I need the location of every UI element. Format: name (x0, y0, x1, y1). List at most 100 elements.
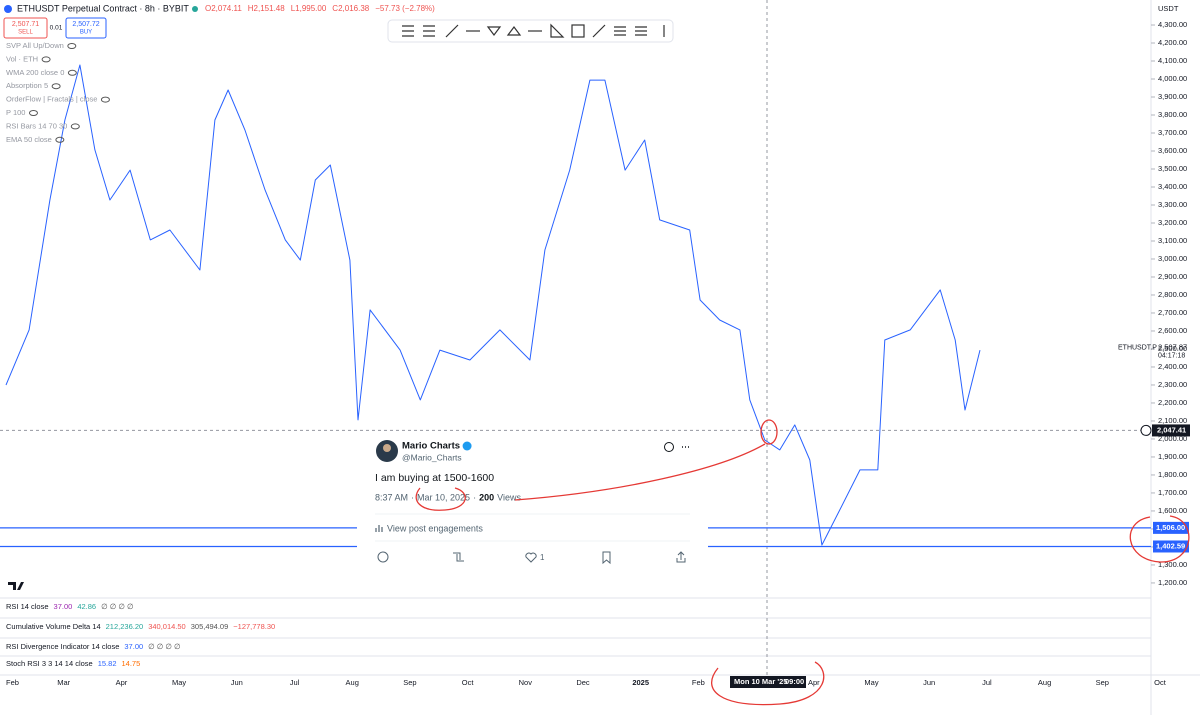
time-tick-label: Jun (231, 678, 243, 687)
price-tick-label: 2,500.00 (1158, 344, 1187, 353)
indicator-label: SVP All Up/Down (6, 41, 64, 50)
pane-title: Cumulative Volume Delta 14 (6, 622, 101, 631)
annotation-arrow (514, 443, 766, 501)
crosshair-price-box (1152, 424, 1190, 437)
indicator-label: Absorption 5 (6, 81, 48, 90)
annotation-circle (1129, 515, 1190, 563)
visibility-icon[interactable] (51, 83, 61, 90)
tool-icon[interactable] (592, 24, 606, 38)
last-price-label: 2,507.87 (1158, 343, 1187, 352)
tweet-meta: Views (497, 492, 521, 502)
logo (8, 582, 24, 590)
engagements-link[interactable]: View post engagements (387, 523, 483, 533)
visibility-icon[interactable] (100, 96, 110, 103)
share-icon[interactable] (676, 551, 686, 563)
visibility-icon[interactable] (55, 136, 65, 143)
countdown-label: 04:17:18 (1158, 352, 1185, 359)
pane-title: RSI 14 close (6, 602, 49, 611)
price-tick-label: 2,200.00 (1158, 398, 1187, 407)
tool-icon[interactable] (445, 24, 459, 38)
tool-icon[interactable] (550, 23, 565, 38)
sell-price: 2,507.71 (12, 21, 39, 28)
level-label-box (1153, 521, 1189, 534)
visibility-icon[interactable] (67, 43, 77, 49)
level-label-box (1153, 540, 1189, 553)
engagement-icon (375, 525, 383, 532)
visibility-icon[interactable] (28, 110, 38, 116)
pane-value: 37.00 (54, 602, 73, 611)
tweet-text: I am buying at 1500-1600 (375, 472, 494, 484)
time-tick-label: Feb (6, 678, 19, 687)
time-tick-label: Dec (576, 678, 590, 687)
pane-value: ∅ ∅ ∅ ∅ (148, 642, 181, 651)
time-tick-label: Mar (57, 678, 70, 687)
tweet-card: Mario Charts@Mario_Charts I am buying at … (366, 433, 697, 573)
price-tick-label: 2,900.00 (1158, 272, 1187, 281)
tweet-meta: · (411, 492, 414, 502)
buy-price: 2,507.72 (72, 21, 99, 28)
symbol-label: ETHUSDT.P (1118, 344, 1157, 351)
bookmark-icon[interactable] (602, 551, 611, 565)
sell-button[interactable] (3, 17, 48, 39)
indicator-label: RSI Bars 14 70 30 (6, 121, 67, 130)
price-tick-label: 3,000.00 (1158, 254, 1187, 263)
price-tick-label: 3,500.00 (1158, 164, 1187, 173)
grok-icon[interactable] (664, 442, 674, 452)
tweet-meta: 8:37 AM (375, 492, 408, 502)
time-tick-label: Jul (982, 678, 992, 687)
price-tick-label: 3,900.00 (1158, 92, 1187, 101)
tool-icon[interactable] (486, 26, 502, 36)
like-icon[interactable] (525, 552, 537, 563)
price-tick-label: 2,300.00 (1158, 380, 1187, 389)
price-tick-label: 3,400.00 (1158, 182, 1187, 191)
tweet-meta: 200 (479, 492, 494, 502)
price-tick-label: 2,400.00 (1158, 362, 1187, 371)
reply-icon[interactable] (377, 551, 389, 563)
verified-badge (462, 441, 472, 451)
time-tick-label: Feb (692, 678, 705, 687)
tweet-meta: Mar 10, 2025 (417, 492, 470, 502)
time-tick-label: 2025 (632, 678, 649, 687)
level-label: 1,506.00 (1156, 523, 1185, 532)
status-dot (192, 6, 198, 12)
price-line (5, 64, 981, 546)
repost-icon[interactable] (453, 552, 464, 562)
tool-icon[interactable] (571, 24, 585, 38)
pane-value: 305,494.09 (191, 622, 229, 631)
red-annotations (415, 419, 1190, 706)
annotation-circle (711, 661, 825, 706)
price-tick-label: 1,900.00 (1158, 452, 1187, 461)
pane-title: RSI Divergence Indicator 14 close (6, 642, 119, 651)
pane-value: 15.82 (98, 659, 117, 668)
visibility-icon[interactable] (41, 56, 51, 63)
price-tick-label: 3,200.00 (1158, 218, 1187, 227)
ohlc-value: H2,151.48 (248, 4, 285, 13)
tool-icon[interactable] (423, 25, 435, 37)
tool-icon[interactable] (635, 26, 647, 36)
visibility-icon[interactable] (70, 123, 80, 130)
time-tick-label: May (172, 678, 186, 687)
time-tick-label: Apr (808, 678, 820, 687)
price-tick-label: 3,300.00 (1158, 200, 1187, 209)
like-count: 1 (540, 553, 545, 562)
pane-title: Stoch RSI 3 3 14 14 close (6, 659, 93, 668)
tool-icon[interactable] (506, 26, 522, 36)
crosshair-time-box (730, 676, 806, 688)
time-tick-label: Oct (1154, 678, 1167, 687)
ohlc-value: C2,016.38 (332, 4, 369, 13)
visibility-icon[interactable] (67, 69, 77, 76)
indicator-label: EMA 50 close (6, 135, 52, 144)
price-tick-label: 4,100.00 (1158, 56, 1187, 65)
add-button[interactable] (1140, 424, 1152, 436)
buy-button[interactable] (65, 17, 107, 39)
pane-value: −127,778.30 (233, 622, 275, 631)
price-tick-label: 1,800.00 (1158, 470, 1187, 479)
tool-icon[interactable] (614, 26, 626, 36)
price-tick-label: 1,200.00 (1158, 578, 1187, 587)
pane-value: ∅ ∅ ∅ ∅ (101, 602, 134, 611)
tool-icon[interactable] (402, 25, 414, 37)
price-tick-label: 3,600.00 (1158, 146, 1187, 155)
